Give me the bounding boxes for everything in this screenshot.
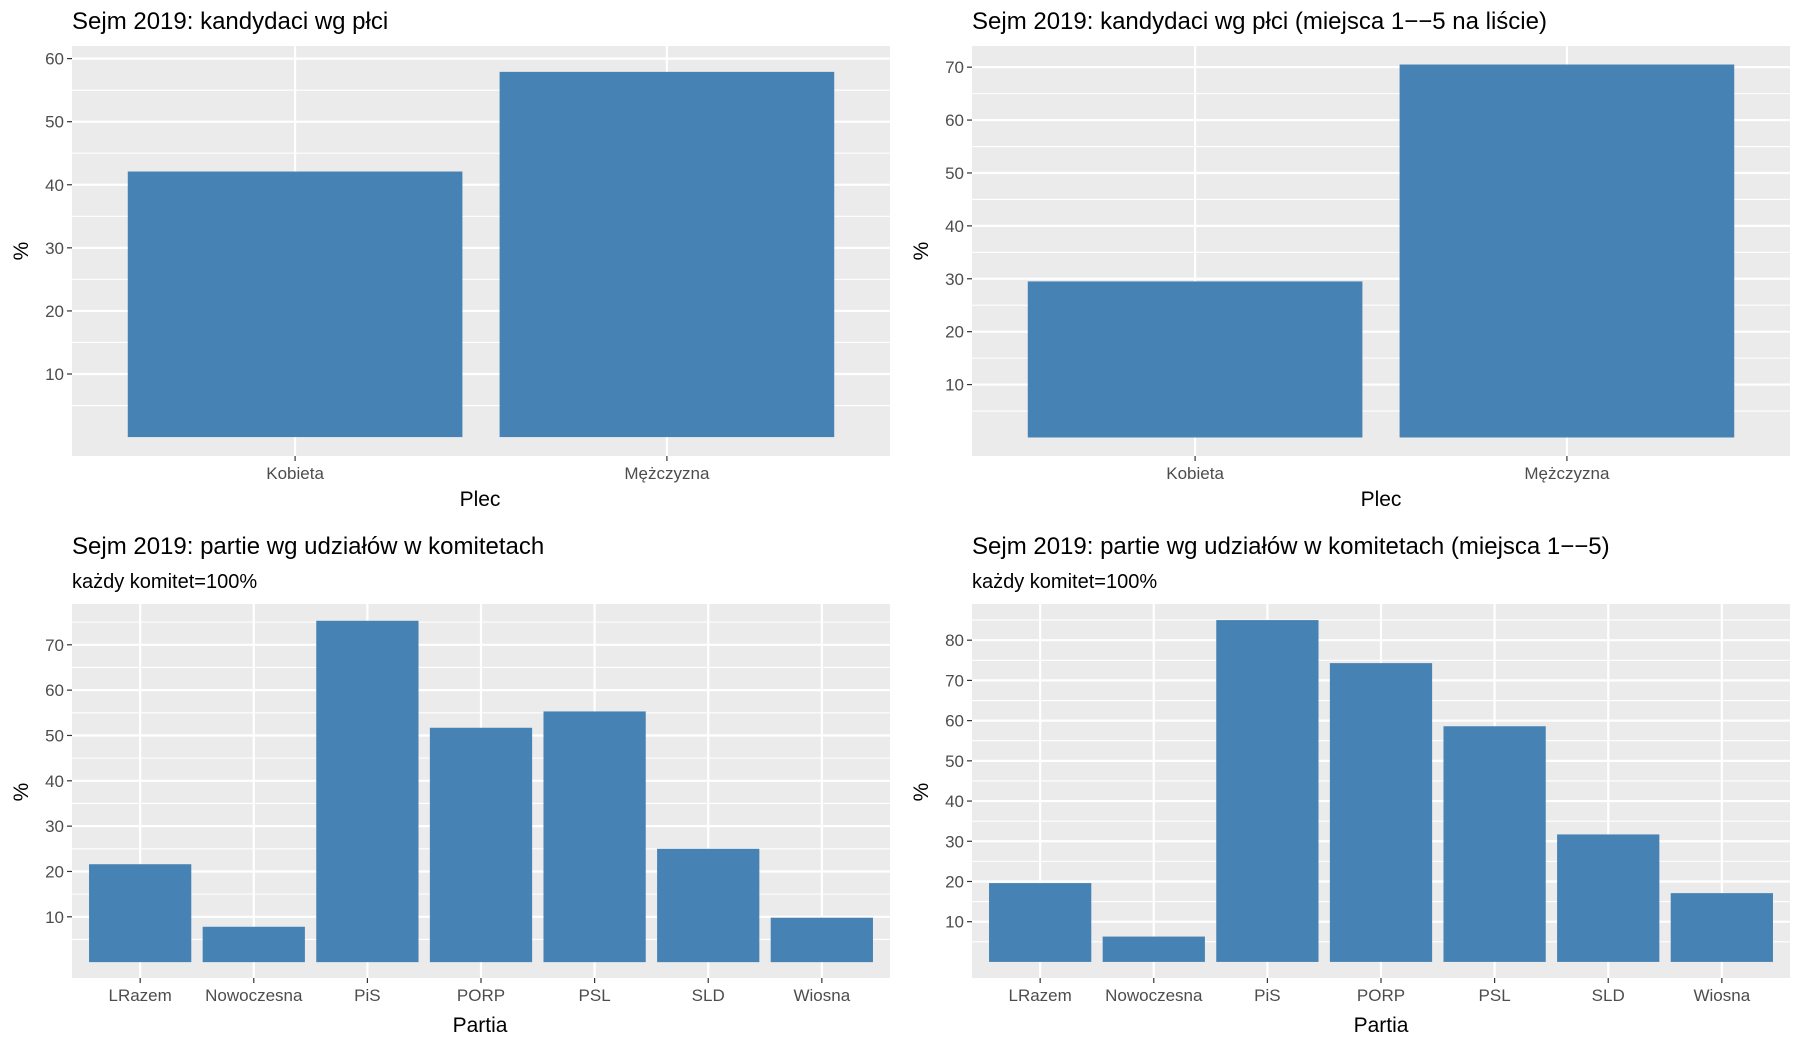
x-tick-label: PiS [1254, 986, 1280, 1005]
bar-kobieta [127, 171, 463, 438]
y-tick-label: 40 [945, 792, 964, 811]
y-tick-label: 50 [945, 752, 964, 771]
x-axis-title: Partia [453, 1014, 508, 1037]
plot-area: 10 20 30 40 50 60 70 LRazem Nowoczesna PiS PORP PSL… [45, 604, 890, 1005]
y-tick-label: 60 [945, 111, 964, 130]
plot-area: 10 20 30 40 50 60 Kobieta Mężczyzna [45, 46, 890, 483]
plot-area: 10 20 30 40 50 60 70 Kobieta Mężczyzna [945, 46, 1790, 483]
x-tick-label: LRazem [1009, 986, 1072, 1005]
bar-psl [1443, 726, 1546, 962]
y-axis-title: % [910, 242, 933, 261]
y-tick-label: 30 [45, 817, 64, 836]
chart-title: Sejm 2019: partie wg udziałów w komiteta… [72, 533, 544, 560]
y-tick-label: 40 [945, 217, 964, 236]
y-tick-label: 10 [45, 908, 64, 927]
y-tick-label: 50 [45, 113, 64, 132]
x-tick-label: PORP [457, 986, 505, 1005]
bar-mężczyzna [1399, 64, 1735, 438]
plot-area: 10 20 30 40 50 60 70 80 LRazem Nowoczesna PiS PORP P… [945, 604, 1790, 1005]
x-tick-label: Mężczyzna [1524, 464, 1610, 483]
x-axis-title: Partia [1354, 1014, 1409, 1037]
y-tick-label: 70 [945, 671, 964, 690]
x-tick-label: PORP [1357, 986, 1405, 1005]
x-tick-label: Wiosna [1693, 986, 1750, 1005]
y-tick-label: 20 [45, 862, 64, 881]
bar-lrazem [89, 864, 192, 963]
bar-sld [657, 848, 760, 963]
x-tick-label: Kobieta [1166, 464, 1224, 483]
y-axis-title: % [910, 783, 933, 802]
x-tick-label: Wiosna [793, 986, 850, 1005]
chart-panel-3: Sejm 2019: partie wg udziałów w komiteta… [10, 533, 890, 1037]
y-axis-title: % [10, 242, 33, 261]
bar-sld [1557, 834, 1660, 962]
x-tick-label: Nowoczesna [1105, 986, 1203, 1005]
y-axis-title: % [10, 783, 33, 802]
y-tick-label: 40 [45, 176, 64, 195]
chart-title: Sejm 2019: kandydaci wg płci [72, 8, 388, 35]
chart-title: Sejm 2019: kandydaci wg płci (miejsca 1−… [972, 8, 1547, 35]
x-tick-label: PSL [1479, 986, 1511, 1005]
chart-subtitle: każdy komitet=100% [972, 571, 1157, 593]
chart-panel-4: Sejm 2019: partie wg udziałów w komiteta… [910, 533, 1790, 1037]
y-tick-label: 10 [945, 913, 964, 932]
bar-kobieta [1027, 281, 1363, 438]
bar-wiosna [1670, 893, 1773, 962]
y-tick-label: 50 [45, 726, 64, 745]
y-tick-label: 70 [45, 636, 64, 655]
bar-wiosna [770, 917, 873, 963]
y-tick-label: 20 [945, 323, 964, 342]
x-axis-title: Plec [460, 488, 501, 511]
x-tick-label: SLD [692, 986, 725, 1005]
y-tick-label: 50 [945, 164, 964, 183]
y-tick-label: 30 [945, 832, 964, 851]
bar-mężczyzna [499, 71, 835, 438]
bar-pis [316, 620, 419, 963]
bar-psl [543, 711, 646, 963]
x-tick-label: Kobieta [266, 464, 324, 483]
y-tick-label: 60 [45, 50, 64, 69]
x-tick-label: PSL [579, 986, 611, 1005]
y-tick-label: 40 [45, 772, 64, 791]
bar-lrazem [989, 883, 1092, 962]
bar-porp [1329, 663, 1433, 962]
bar-porp [429, 727, 533, 963]
y-tick-label: 60 [45, 681, 64, 700]
x-tick-label: Mężczyzna [624, 464, 710, 483]
chart-title: Sejm 2019: partie wg udziałów w komiteta… [972, 533, 1610, 560]
y-tick-label: 10 [45, 365, 64, 384]
chart-panel-1: Sejm 2019: kandydaci wg płci Plec % 10 20… [10, 8, 890, 511]
bar-nowoczesna [1102, 936, 1205, 962]
y-tick-label: 60 [945, 712, 964, 731]
chart-subtitle: każdy komitet=100% [72, 571, 257, 593]
x-tick-label: SLD [1592, 986, 1625, 1005]
y-tick-label: 20 [45, 302, 64, 321]
bar-pis [1216, 620, 1319, 962]
chart-panel-2: Sejm 2019: kandydaci wg płci (miejsca 1−… [910, 8, 1790, 511]
x-axis-title: Plec [1361, 488, 1402, 511]
x-tick-label: LRazem [109, 986, 172, 1005]
y-tick-label: 70 [945, 58, 964, 77]
y-tick-label: 20 [945, 872, 964, 891]
y-tick-label: 10 [945, 376, 964, 395]
x-tick-label: Nowoczesna [205, 986, 303, 1005]
y-tick-label: 80 [945, 631, 964, 650]
x-tick-label: PiS [354, 986, 380, 1005]
bar-nowoczesna [202, 926, 305, 963]
y-tick-label: 30 [45, 239, 64, 258]
y-tick-label: 30 [945, 270, 964, 289]
